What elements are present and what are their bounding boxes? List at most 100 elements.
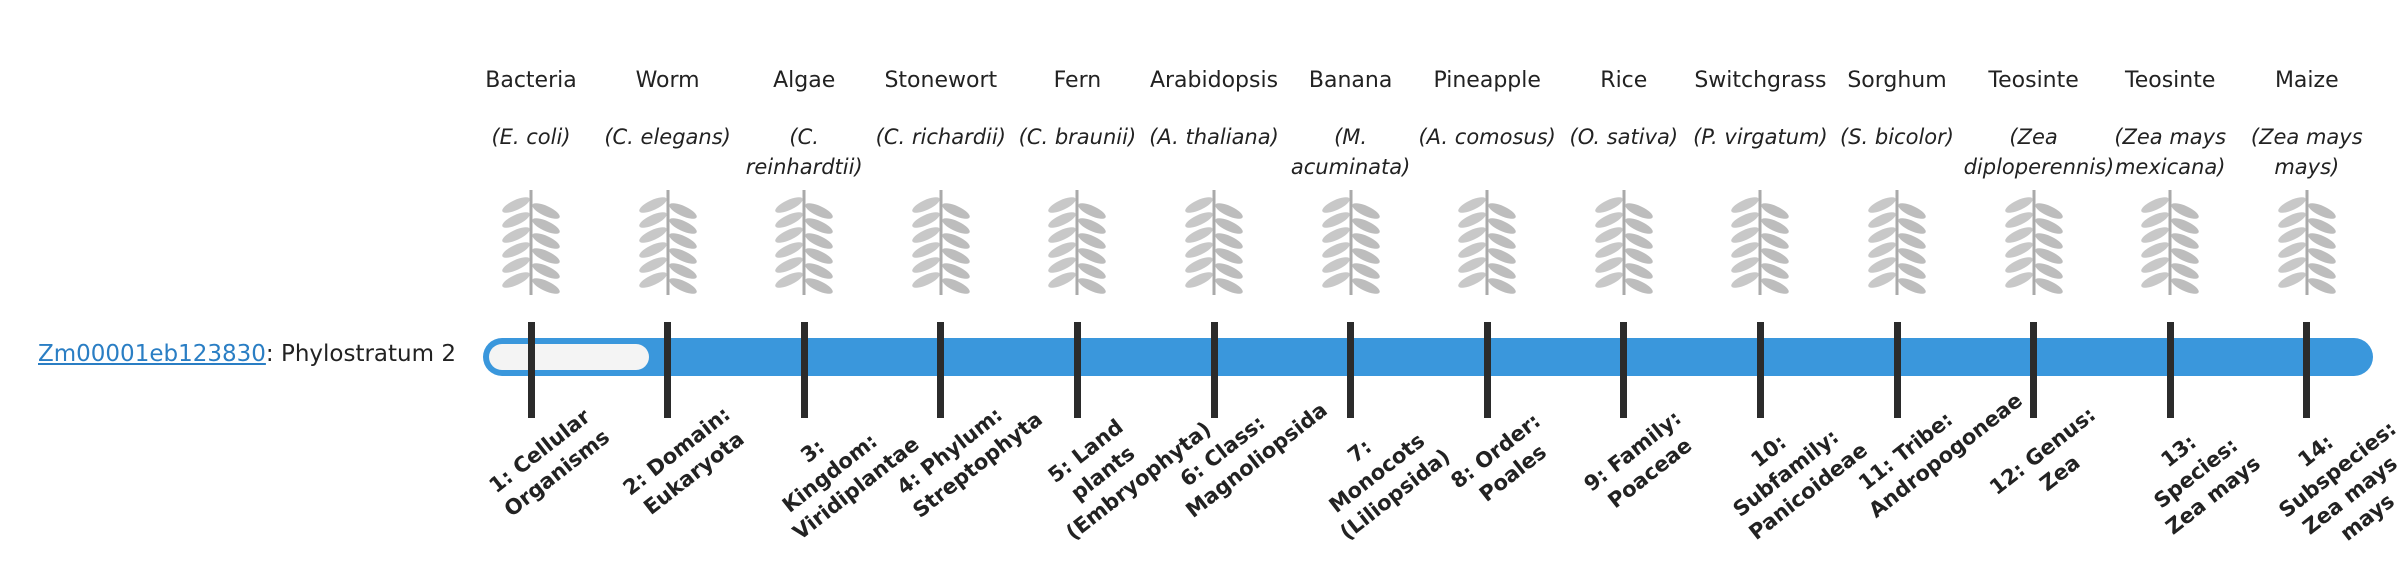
organism-name: Bacteria: [485, 68, 577, 93]
illustration-part: [1731, 197, 1760, 213]
illustration-part: [1321, 197, 1350, 213]
illustration-part: [2004, 272, 2033, 288]
illustration-part: [775, 212, 803, 228]
stratum-tick: [1073, 322, 1081, 418]
illustration-part: [2141, 227, 2169, 243]
illustration-part: [1595, 257, 1623, 273]
illustration-part: [1458, 272, 1486, 288]
illustration-part: [668, 278, 697, 294]
illustration-part: [1868, 272, 1896, 288]
illustration-part: [775, 257, 803, 273]
organism-illustration: [1595, 190, 1653, 295]
rank-label: 3: Kingdom: Viridiplantae: [778, 428, 924, 545]
species-name: (E. coli): [491, 125, 571, 149]
rank-label: 10: Subfamily: Panicoideae: [1728, 424, 1873, 545]
species-name: (S. bicolor): [1840, 125, 1954, 149]
illustration-part: [1731, 227, 1760, 243]
illustration-part: [1048, 197, 1077, 213]
illustration-part: [502, 227, 530, 243]
organism-illustration: [502, 190, 560, 295]
species-name: (Zea mays mays): [2250, 125, 2363, 179]
organism-illustration: [775, 190, 833, 295]
illustration-part: [1595, 227, 1623, 243]
stratum-tick: [800, 322, 808, 418]
organism-name: Fern: [1053, 68, 1102, 93]
illustration-part: [1458, 242, 1486, 258]
organism-name: Switchgrass: [1694, 68, 1827, 93]
organism-illustration: [638, 190, 697, 295]
illustration-part: [1185, 212, 1213, 228]
species-name: (M. acuminata): [1290, 125, 1411, 179]
rank-label: 14: Subspecies: Zea mays mays: [2274, 416, 2400, 546]
illustration-part: [1215, 278, 1243, 294]
illustration-part: [1868, 257, 1896, 273]
species-name: (C. reinhardtii): [745, 125, 863, 179]
illustration-part: [2278, 197, 2306, 213]
illustration-part: [1185, 272, 1213, 288]
stratum-tick: [937, 322, 945, 418]
illustration-part: [1868, 242, 1896, 258]
illustration-part: [1078, 278, 1107, 294]
illustration-part: [1321, 212, 1350, 228]
illustration-part: [1595, 212, 1623, 228]
illustration-part: [1185, 257, 1213, 273]
illustration-part: [1868, 197, 1896, 213]
illustration-part: [502, 197, 530, 213]
illustration-part: [1898, 278, 1926, 294]
illustration-part: [638, 197, 667, 213]
illustration-part: [532, 278, 560, 294]
species-name: (C. braunii): [1018, 125, 1137, 149]
organism-illustration: [1868, 190, 1926, 295]
organism-name: Stonewort: [884, 68, 998, 93]
illustration-part: [2308, 218, 2336, 234]
illustration-part: [2171, 233, 2199, 249]
organism-name: Sorghum: [1847, 68, 1947, 93]
illustration-part: [1595, 242, 1623, 258]
illustration-part: [1351, 278, 1380, 294]
stratum-tick: [1756, 322, 1764, 418]
illustration-part: [532, 248, 560, 264]
illustration-part: [2034, 248, 2063, 264]
progress-bar: [483, 338, 2373, 376]
illustration-part: [1625, 233, 1653, 249]
organism-name: Pineapple: [1433, 68, 1541, 93]
species-name: (O. sativa): [1569, 125, 1679, 149]
illustration-part: [502, 272, 530, 288]
illustration-part: [2171, 248, 2199, 264]
illustration-part: [2141, 242, 2169, 258]
organism-name: Teosinte: [2125, 68, 2216, 93]
illustration-part: [1898, 233, 1926, 249]
illustration-part: [1595, 197, 1623, 213]
illustration-part: [1351, 218, 1380, 234]
illustration-part: [912, 242, 940, 258]
illustration-part: [1078, 203, 1107, 219]
rank-label: 2: Domain: Eukaryota: [618, 401, 749, 520]
illustration-part: [942, 263, 970, 279]
illustration-part: [668, 263, 697, 279]
illustration-part: [1215, 203, 1243, 219]
illustration-part: [1048, 212, 1077, 228]
illustration-part: [2141, 197, 2169, 213]
illustration-part: [1078, 263, 1107, 279]
illustration-part: [1351, 263, 1380, 279]
illustration-part: [1488, 278, 1516, 294]
illustration-part: [1351, 203, 1380, 219]
rank-label: 8: Order: Poales: [1446, 408, 1552, 507]
illustration-part: [2141, 212, 2169, 228]
organism-name: Teosinte: [1988, 68, 2079, 93]
illustration-part: [1185, 197, 1213, 213]
illustration-part: [532, 203, 560, 219]
illustration-part: [1185, 242, 1213, 258]
illustration-part: [942, 248, 970, 264]
illustration-part: [638, 227, 667, 243]
illustration-part: [1321, 272, 1350, 288]
illustration-part: [1351, 233, 1380, 249]
illustration-part: [502, 257, 530, 273]
illustration-part: [2034, 218, 2063, 234]
illustration-part: [668, 218, 697, 234]
illustration-part: [1458, 227, 1486, 243]
illustration-part: [1625, 248, 1653, 264]
organism-illustration: [2141, 190, 2199, 295]
gene-link[interactable]: Zm00001eb123830: [38, 341, 266, 367]
illustration-part: [942, 218, 970, 234]
